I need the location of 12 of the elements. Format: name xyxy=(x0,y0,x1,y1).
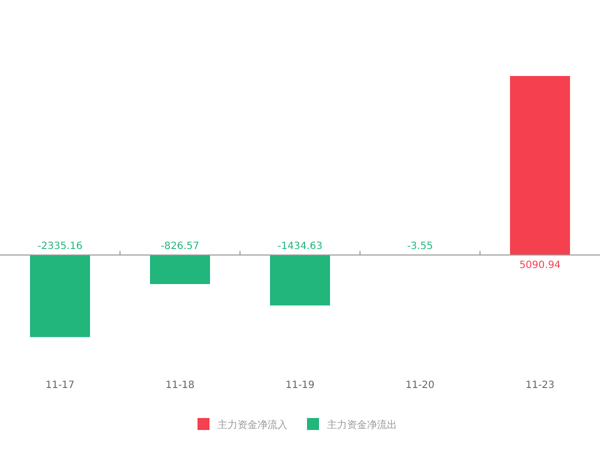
x-tick-label: 11-19 xyxy=(285,380,315,391)
legend-label: 主力资金净流出 xyxy=(327,419,397,431)
x-tick-label: 11-18 xyxy=(165,380,195,391)
x-tick-label: 11-17 xyxy=(45,380,75,391)
x-tick-label: 11-20 xyxy=(405,380,435,391)
data-label: -1434.63 xyxy=(278,241,322,252)
x-tick-label: 11-23 xyxy=(525,380,555,391)
data-label: -826.57 xyxy=(160,241,200,252)
data-label: 5090.94 xyxy=(519,260,561,271)
data-label: -3.55 xyxy=(407,241,433,252)
legend-label: 主力资金净流入 xyxy=(218,419,288,431)
data-label: -2335.16 xyxy=(38,241,82,252)
